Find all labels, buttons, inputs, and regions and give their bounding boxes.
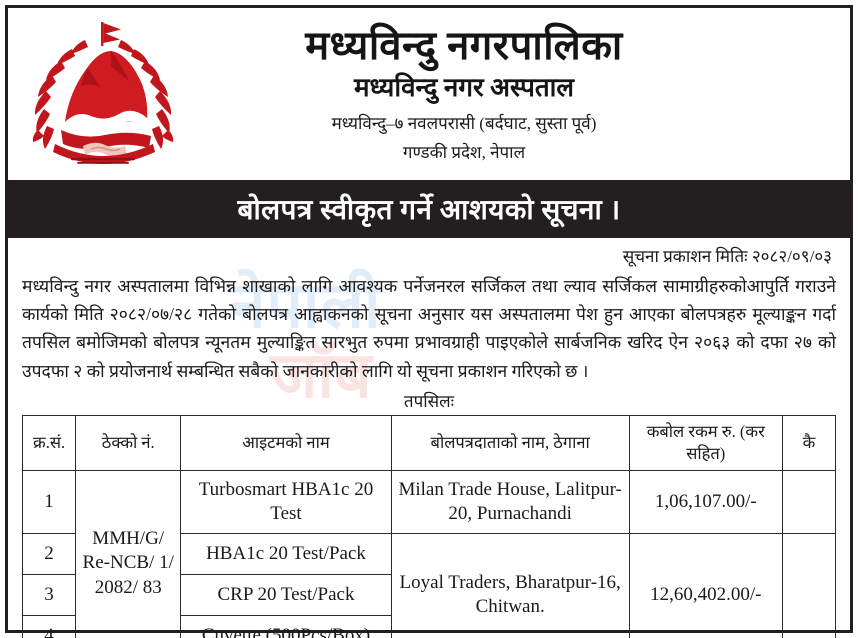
table-row: 3 CRP 20 Test/Pack (21, 573, 836, 616)
tapasil-label: तपसिलः (403, 391, 455, 411)
column-header-remark: कै (781, 414, 837, 471)
column-header-contract: ठेक्को नं. (75, 414, 182, 471)
cell-bidder-2: Loyal Traders, Bharatpur-16, Chitwan. (390, 532, 630, 638)
cell-item-3: CRP 20 Test/Pack (180, 573, 392, 616)
notice-body: नेपाली जॉब सूचना प्रकाशन मितिः २०८२/०९/०… (8, 238, 850, 638)
column-header-amount: कबोल रकम रु. (कर सहित) (628, 414, 783, 471)
cell-item-1: Turbosmart HBA1c 20 Test (180, 469, 392, 534)
tender-table: क्र.सं. ठेक्को नं. आइटमको नाम बोलपत्रदात… (21, 414, 837, 638)
cell-remark-1 (781, 469, 837, 534)
column-header-bidder: बोलपत्रदाताको नाम, ठेगाना (390, 414, 630, 471)
document-frame: मध्यविन्दु नगरपालिका मध्यविन्दु नगर अस्प… (5, 5, 853, 638)
cell-amount-2: 12,60,402.00/- (628, 532, 783, 638)
cell-sn-2: 2 (21, 532, 77, 575)
logo-container (8, 8, 198, 180)
cell-item-4: Cuvette (500Pcs/Box) (180, 614, 392, 638)
organization-name: मध्यविन्दु नगरपालिका (305, 22, 623, 68)
organization-subtitle: मध्यविन्दु नगर अस्पताल (353, 73, 575, 103)
cell-bidder-1: Milan Trade House, Lalitpur-20, Purnacha… (390, 469, 630, 534)
cell-item-2: HBA1c 20 Test/Pack (180, 532, 392, 575)
notice-paragraph: मध्यविन्दु नगर अस्पतालमा विभिन्न शाखाको … (22, 275, 836, 381)
table-row: 2 HBA1c 20 Test/Pack Loyal Traders, Bhar… (21, 532, 837, 638)
organization-address-line1: मध्यविन्दु–७ नवलपरासी (बर्दघाट, सुस्ता प… (331, 113, 597, 133)
cell-sn-1: 1 (21, 469, 77, 534)
cell-remark-2 (781, 532, 837, 638)
table-row: 1 MMH/G/ Re-NCB/ 1/ 2082/ 83 Turbosmart … (21, 469, 837, 638)
publication-date: सूचना प्रकाशन मितिः २०८२/०९/०३ (622, 247, 832, 266)
column-header-item: आइटमको नाम (180, 414, 392, 471)
organization-address-line2: गण्डकी प्रदेश, नेपाल (402, 143, 526, 163)
cell-sn-3: 3 (21, 573, 77, 616)
notice-banner-title: बोलपत्र स्वीकृत गर्ने आशयको सूचना । (237, 195, 621, 226)
nepal-municipality-emblem-icon (25, 18, 181, 170)
cell-sn-4: 4 (21, 614, 77, 638)
table-header-row: क्र.सं. ठेक्को नं. आइटमको नाम बोलपत्रदात… (21, 414, 837, 471)
table-row: 4 Cuvette (500Pcs/Box) (21, 614, 836, 638)
organization-titles: मध्यविन्दु नगरपालिका मध्यविन्दु नगर अस्प… (198, 8, 850, 180)
document-header: मध्यविन्दु नगरपालिका मध्यविन्दु नगर अस्प… (8, 8, 850, 180)
cell-contract-no: MMH/G/ Re-NCB/ 1/ 2082/ 83 (75, 469, 182, 638)
notice-banner: बोलपत्र स्वीकृत गर्ने आशयको सूचना । (8, 180, 850, 238)
column-header-sn: क्र.सं. (21, 414, 77, 471)
cell-amount-1: 1,06,107.00/- (628, 469, 783, 534)
